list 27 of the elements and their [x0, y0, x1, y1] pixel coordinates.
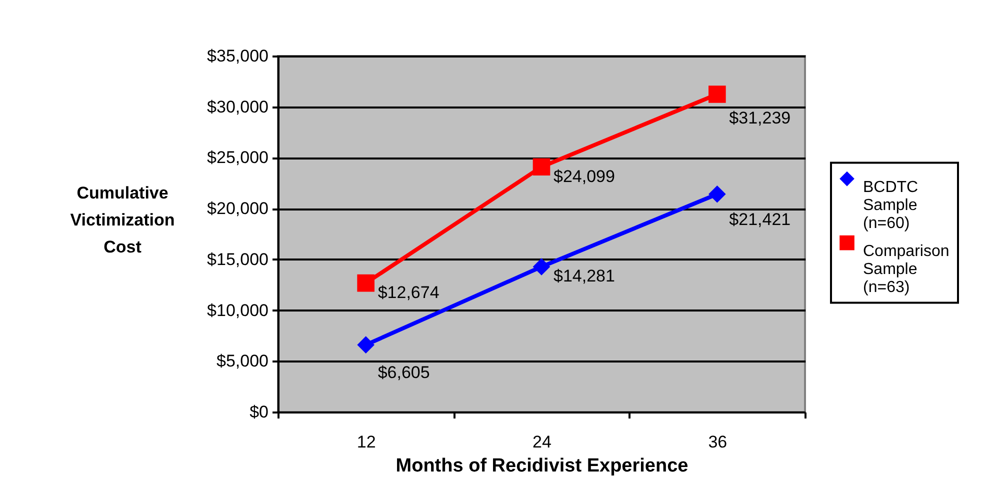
point: [357, 274, 374, 292]
y-tick-label: $0: [250, 402, 268, 422]
y-tick-label: $25,000: [207, 148, 268, 168]
point: [708, 185, 726, 203]
point: [532, 158, 550, 176]
point: [708, 86, 726, 103]
data-label: $31,239: [729, 108, 791, 128]
x-tick-label: 24: [532, 432, 552, 452]
x-tick-label: 12: [356, 432, 376, 452]
data-label: $12,674: [378, 283, 440, 302]
y-tick-label: $15,000: [207, 250, 268, 269]
data-label: $24,099: [554, 166, 615, 186]
y-axis-title: Cumulative Victimization Cost: [70, 184, 175, 256]
data-label: $21,421: [729, 210, 791, 230]
x-tick-label: 36: [708, 432, 728, 452]
y-tick-label: $35,000: [207, 46, 268, 66]
point: [532, 258, 550, 276]
y-tick-label: $10,000: [207, 300, 268, 320]
y-tick-label: $30,000: [207, 97, 268, 116]
legend-label: Comparison Sample (n=63): [863, 242, 950, 296]
legend-label: BCDTC Sample (n=60): [863, 178, 918, 232]
data-label: $14,281: [554, 266, 615, 286]
x-axis-title: Months of Recidivist Experience: [396, 456, 688, 476]
point: [357, 336, 374, 354]
data-label: $6,605: [378, 362, 430, 382]
y-tick-label: $5,000: [216, 352, 268, 371]
y-tick-label: $20,000: [207, 199, 268, 218]
